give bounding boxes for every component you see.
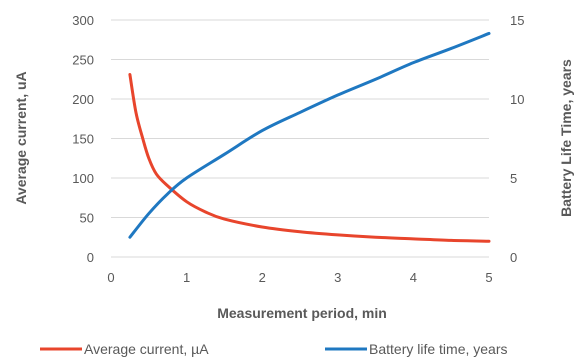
x-tick-label: 1 bbox=[183, 270, 190, 285]
x-tick-label: 4 bbox=[410, 270, 417, 285]
right-y-tick-label: 5 bbox=[510, 171, 517, 186]
left-y-tick-label: 0 bbox=[87, 250, 94, 265]
gridlines bbox=[111, 19, 489, 258]
left-y-tick-label: 300 bbox=[72, 13, 94, 28]
x-tick-label: 0 bbox=[107, 270, 114, 285]
left-y-tick-label: 250 bbox=[72, 53, 94, 68]
legend: Average current, µA Battery life time, y… bbox=[40, 341, 508, 357]
right-y-tick-label: 15 bbox=[510, 13, 524, 28]
x-tick-label: 3 bbox=[334, 270, 341, 285]
x-axis-title: Measurement period, min bbox=[217, 305, 387, 321]
left-y-tick-label: 200 bbox=[72, 92, 94, 107]
right-y-tick-label: 10 bbox=[510, 92, 524, 107]
series-line-battery-life bbox=[128, 31, 491, 239]
left-axis-title: Average current, uA bbox=[13, 71, 29, 204]
right-axis-ticks: 0 5 10 15 bbox=[510, 13, 524, 265]
left-y-tick-label: 100 bbox=[72, 171, 94, 186]
legend-label-average-current: Average current, µA bbox=[84, 341, 209, 357]
left-y-tick-label: 50 bbox=[80, 211, 94, 226]
left-y-tick-label: 150 bbox=[72, 132, 94, 147]
right-y-tick-label: 0 bbox=[510, 250, 517, 265]
left-axis-ticks: 0 50 100 150 200 250 300 bbox=[72, 13, 94, 265]
legend-label-battery-life: Battery life time, years bbox=[369, 341, 508, 357]
x-axis-ticks: 0 1 2 3 4 5 bbox=[107, 270, 492, 285]
x-tick-label: 2 bbox=[259, 270, 266, 285]
x-tick-label: 5 bbox=[485, 270, 492, 285]
series-lines bbox=[128, 31, 491, 243]
right-axis-title: Battery Life Time, years bbox=[558, 59, 574, 217]
series-line-average-current bbox=[128, 73, 491, 243]
